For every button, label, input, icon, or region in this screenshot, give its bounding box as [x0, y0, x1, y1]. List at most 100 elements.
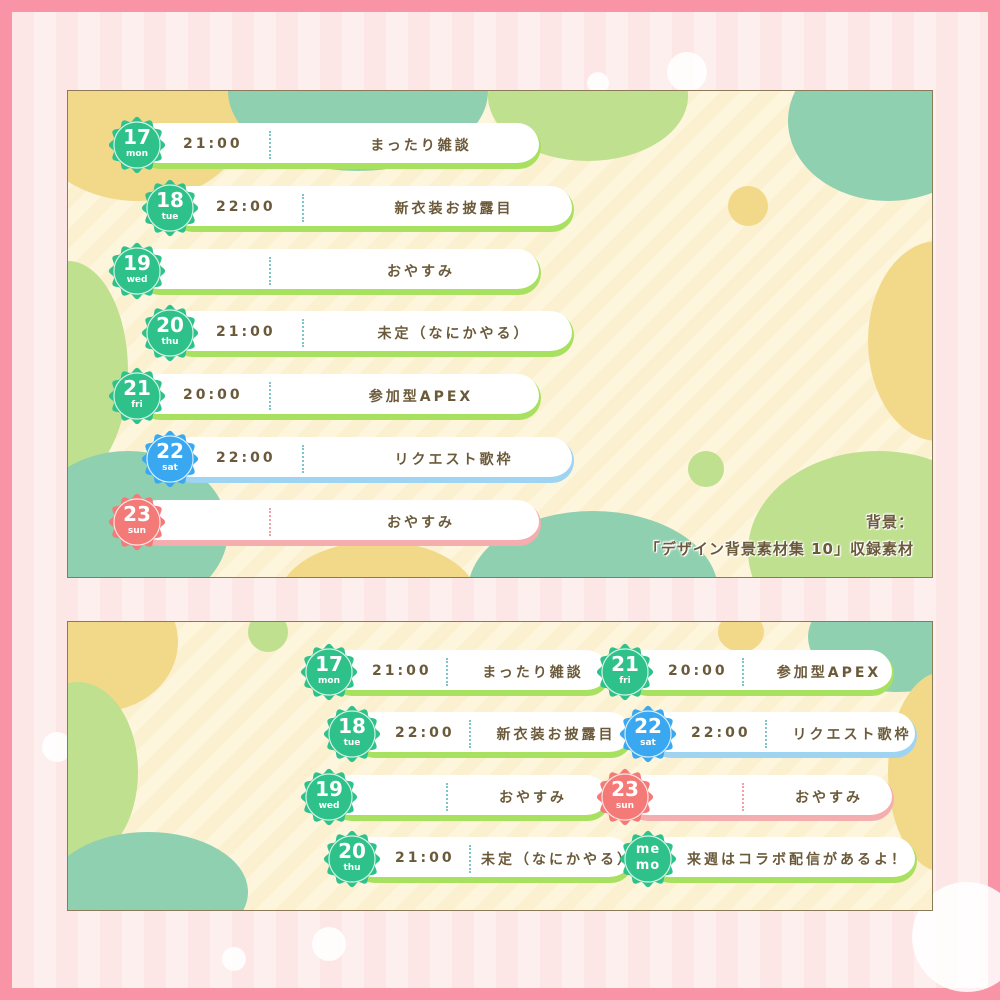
stream-title: 未定（なにかやる） — [377, 326, 531, 343]
date-number: 21 — [611, 652, 639, 676]
scalloped-badge-icon — [596, 643, 654, 701]
scalloped-badge-icon — [108, 493, 166, 550]
date-badge: 20 thu — [323, 830, 381, 888]
stream-time: 20:00 — [183, 387, 243, 404]
date-badge: 19 wed — [300, 768, 358, 826]
memo-badge: me mo — [619, 830, 677, 888]
dotted-divider — [302, 319, 304, 348]
schedule-pill — [351, 712, 631, 757]
decor-bubble — [222, 947, 246, 971]
stream-title: 新衣装お披露目 — [394, 200, 514, 217]
date-badge: 20 thu — [141, 304, 199, 362]
day-of-week: wed — [318, 800, 340, 811]
date-badge: 18 tue — [141, 179, 199, 237]
day-of-week: tue — [343, 738, 361, 749]
stream-title: おやすみ — [387, 514, 455, 531]
schedule-pill — [169, 437, 572, 481]
stream-title: 新衣装お披露目 — [496, 727, 616, 744]
date-number: 23 — [611, 776, 639, 801]
scalloped-badge-icon — [141, 179, 199, 236]
date-badge: 19 wed — [108, 242, 166, 300]
day-of-week: thu — [343, 862, 361, 873]
day-of-week: thu — [161, 337, 179, 348]
dotted-divider — [302, 445, 304, 473]
date-number: 20 — [156, 313, 184, 338]
scalloped-badge-icon — [323, 706, 381, 763]
stream-title: リクエスト歌枠 — [792, 727, 912, 744]
memo-label: me mo — [635, 841, 661, 873]
decor-bubble — [667, 52, 707, 92]
stream-time: 20:00 — [668, 663, 728, 679]
schedule-pill — [136, 123, 539, 167]
date-badge: 18 tue — [323, 705, 381, 763]
stream-time: 21:00 — [216, 324, 276, 341]
schedule-pill — [647, 712, 915, 757]
day-of-week: sat — [640, 738, 656, 749]
stream-title: 参加型APEX — [776, 665, 882, 681]
stream-title: おやすみ — [795, 789, 863, 806]
dotted-divider — [269, 382, 271, 411]
scalloped-badge-icon — [300, 768, 358, 825]
stream-time: 22:00 — [395, 725, 455, 742]
credit-line-1: 背景： — [865, 513, 914, 531]
day-of-week: fri — [619, 676, 631, 686]
date-badge: 17 mon — [300, 643, 358, 701]
decor-bubble — [312, 927, 346, 961]
dotted-divider — [269, 256, 271, 285]
schedule-pill — [136, 374, 539, 419]
dotted-divider — [269, 131, 271, 159]
schedule-pill — [136, 499, 539, 544]
stream-time: 21:00 — [183, 136, 243, 152]
day-of-week: mon — [126, 149, 148, 159]
schedule-pill — [624, 650, 892, 694]
stream-title: まったり雑談 — [370, 138, 472, 154]
date-badge: 23 sun — [596, 768, 654, 826]
date-number: 20 — [338, 838, 366, 863]
dotted-divider — [302, 193, 304, 222]
dotted-divider — [742, 782, 744, 811]
schedule-pill — [328, 774, 608, 819]
date-badge: 22 sat — [619, 705, 677, 763]
stream-time: 21:00 — [372, 663, 432, 679]
date-badge: 22 sat — [141, 430, 199, 488]
date-badge: 17 mon — [108, 116, 166, 174]
schedule-pill — [647, 836, 915, 881]
dotted-divider — [446, 658, 448, 686]
date-number: 19 — [315, 776, 343, 801]
date-badge: 21 fri — [108, 367, 166, 425]
day-of-week: sat — [162, 463, 178, 473]
date-number: 22 — [156, 439, 184, 463]
dotted-divider — [469, 844, 471, 873]
dotted-divider — [742, 658, 744, 686]
date-number: 17 — [315, 652, 343, 676]
scalloped-badge-icon — [141, 430, 199, 488]
dotted-divider — [469, 720, 471, 749]
day-of-week: sun — [615, 800, 635, 811]
dotted-divider — [269, 507, 271, 536]
date-badge: 21 fri — [596, 643, 654, 701]
schedule-panel-horizontal: 21:00 まったり雑談 17 mon 22:00 新衣装お披露目 18 tue おやすみ 19 w… — [67, 621, 933, 911]
scalloped-badge-icon — [141, 305, 199, 362]
dotted-divider — [765, 720, 767, 749]
day-of-week: sun — [127, 525, 147, 536]
stream-time: 21:00 — [395, 849, 455, 866]
day-of-week: wed — [126, 274, 148, 285]
stream-time: 22:00 — [691, 725, 751, 742]
schedule-panel-vertical: 21:00 まったり雑談 17 mon 22:00 新衣装お披露目 18 tue おやすみ 19 w… — [67, 90, 933, 578]
date-number: 18 — [338, 714, 366, 739]
decor-bubble — [587, 72, 609, 94]
stream-title: 未定（なにかやる） — [481, 851, 634, 868]
scalloped-badge-icon — [619, 706, 677, 763]
scalloped-badge-icon — [300, 643, 358, 701]
stream-title: おやすみ — [499, 789, 567, 806]
stream-title: 参加型APEX — [368, 389, 474, 406]
scalloped-badge-icon — [619, 830, 677, 888]
date-number: 19 — [123, 250, 151, 275]
day-of-week: mon — [318, 676, 340, 686]
schedule-pill — [136, 248, 539, 293]
dotted-divider — [446, 782, 448, 811]
day-of-week: fri — [131, 400, 143, 411]
credit-line-2: 「デザイン背景素材集 10」収録素材 — [644, 540, 914, 558]
date-number: 23 — [123, 501, 151, 526]
date-number: 22 — [634, 714, 662, 739]
